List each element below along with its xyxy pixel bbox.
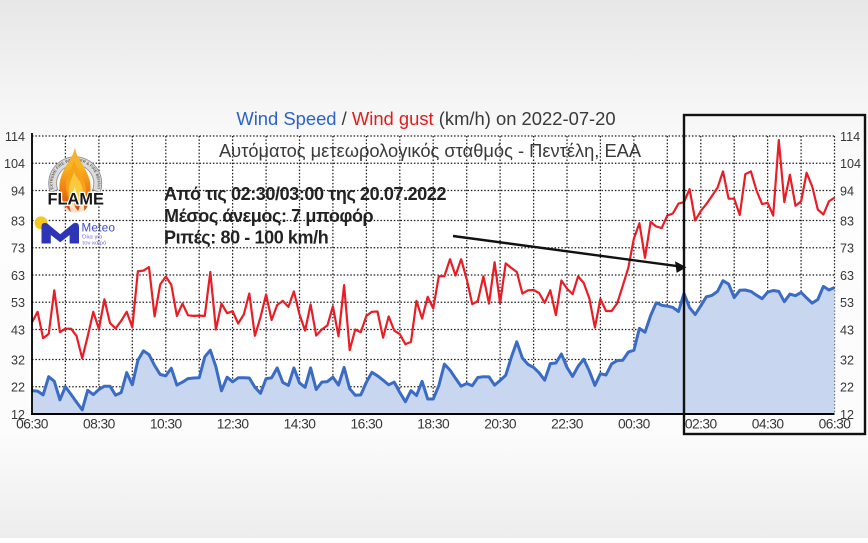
- svg-text:14:30: 14:30: [284, 417, 317, 432]
- svg-text:12: 12: [840, 408, 854, 422]
- svg-text:114: 114: [840, 130, 860, 144]
- svg-text:00:30: 00:30: [618, 417, 651, 432]
- svg-text:08:30: 08:30: [83, 417, 116, 432]
- svg-text:06:30: 06:30: [16, 417, 49, 432]
- svg-text:104: 104: [840, 157, 861, 171]
- svg-text:Αυτόματος μετεωρολογικός σταθμ: Αυτόματος μετεωρολογικός σταθμός - Πεντέ…: [219, 140, 642, 161]
- svg-text:Ριπές: 80 - 100 km/h: Ριπές: 80 - 100 km/h: [164, 227, 328, 247]
- svg-text:73: 73: [11, 242, 25, 256]
- svg-text:02:30: 02:30: [685, 417, 718, 432]
- svg-text:04:30: 04:30: [752, 417, 785, 432]
- svg-text:16:30: 16:30: [351, 417, 384, 432]
- svg-text:53: 53: [840, 296, 854, 310]
- svg-text:10:30: 10:30: [150, 417, 183, 432]
- svg-text:τον καιρό: τον καιρό: [82, 240, 107, 247]
- svg-text:FLAME: FLAME: [48, 191, 105, 209]
- svg-text:63: 63: [11, 269, 25, 283]
- svg-text:114: 114: [5, 130, 25, 144]
- svg-text:12:30: 12:30: [217, 417, 250, 432]
- svg-text:Μέσος άνεμος: 7 μποφόρ: Μέσος άνεμος: 7 μποφόρ: [164, 206, 374, 226]
- svg-text:32: 32: [11, 353, 25, 367]
- svg-text:63: 63: [840, 269, 854, 283]
- svg-text:12: 12: [11, 408, 25, 422]
- svg-text:32: 32: [840, 353, 854, 367]
- svg-text:83: 83: [840, 214, 854, 228]
- svg-text:94: 94: [840, 184, 854, 198]
- svg-text:83: 83: [11, 214, 25, 228]
- svg-text:43: 43: [840, 323, 854, 337]
- svg-text:53: 53: [11, 296, 25, 310]
- svg-text:18:30: 18:30: [417, 417, 450, 432]
- svg-text:Meteo: Meteo: [82, 221, 116, 234]
- svg-text:22: 22: [840, 381, 854, 395]
- svg-text:Όλα για: Όλα για: [81, 234, 103, 240]
- svg-text:22:30: 22:30: [551, 417, 584, 432]
- svg-text:94: 94: [11, 184, 25, 198]
- svg-text:20:30: 20:30: [484, 417, 517, 432]
- svg-text:Από τις 02:30/03:00 της 20.07.: Από τις 02:30/03:00 της 20.07.2022: [164, 184, 447, 204]
- svg-text:06:30: 06:30: [819, 417, 852, 432]
- svg-text:22: 22: [11, 381, 25, 395]
- svg-text:104: 104: [4, 157, 25, 171]
- svg-text:73: 73: [840, 242, 854, 256]
- svg-text:43: 43: [11, 323, 25, 337]
- svg-text:Wind Speed / Wind gust (km/h): Wind Speed / Wind gust (km/h) on 2022-07…: [236, 108, 615, 129]
